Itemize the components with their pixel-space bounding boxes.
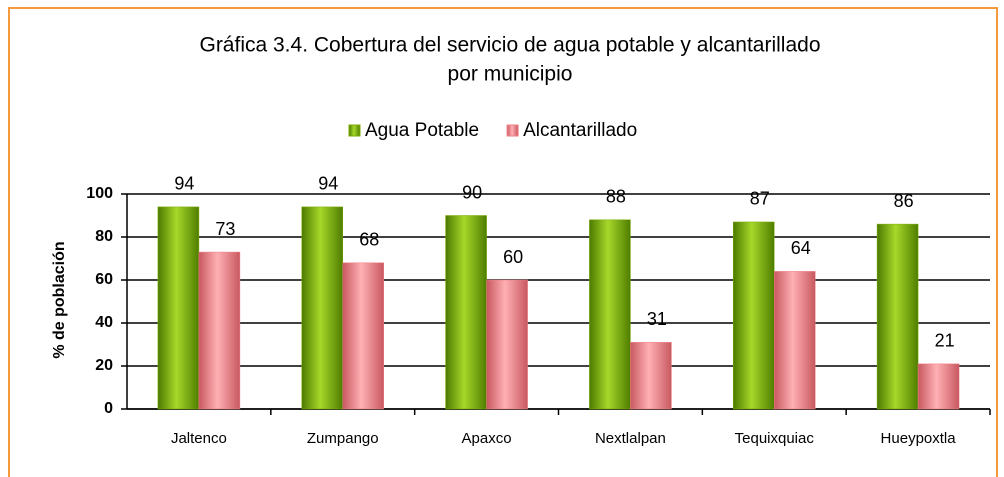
y-tick-label: 60: [95, 271, 113, 288]
x-tick-label: Zumpango: [307, 430, 379, 447]
x-tick-label: Jaltenco: [171, 430, 227, 447]
legend-label: Agua Potable: [365, 120, 479, 141]
bar: [198, 251, 241, 410]
y-axis-label: % de población: [51, 241, 68, 358]
bar: [589, 219, 631, 410]
value-label: 68: [359, 230, 379, 250]
bar: [917, 363, 960, 410]
legend-swatch: [506, 124, 519, 137]
y-tick-label: 100: [86, 185, 113, 202]
bar: [733, 221, 775, 410]
value-label: 73: [215, 219, 235, 239]
value-label: 94: [174, 174, 194, 194]
x-tick-label: Hueypoxtla: [881, 430, 957, 447]
y-tick-label: 0: [104, 400, 113, 417]
chart-title: por municipio: [448, 63, 573, 86]
value-label: 60: [503, 247, 523, 267]
y-tick-label: 40: [95, 314, 113, 331]
bar: [774, 271, 816, 410]
bar: [630, 342, 672, 410]
x-tick-label: Nextlalpan: [595, 430, 666, 447]
bar: [445, 215, 487, 410]
value-label: 21: [935, 331, 955, 351]
x-tick-label: Apaxco: [462, 430, 512, 447]
legend-swatch: [348, 124, 361, 137]
bar: [157, 206, 200, 410]
value-label: 90: [462, 182, 482, 202]
value-label: 87: [750, 189, 770, 209]
y-tick-label: 20: [95, 357, 113, 374]
bar: [301, 206, 343, 410]
bar: [486, 279, 528, 410]
value-label: 86: [894, 191, 914, 211]
legend-label: Alcantarillado: [523, 120, 637, 141]
chart-title: Gráfica 3.4. Cobertura del servicio de a…: [199, 34, 820, 57]
value-label: 64: [791, 238, 811, 258]
bar: [876, 223, 919, 410]
value-label: 31: [647, 309, 667, 329]
bar: [342, 262, 384, 410]
y-tick-label: 80: [95, 228, 113, 245]
x-tick-label: Tequixquiac: [735, 430, 815, 447]
value-label: 94: [318, 174, 338, 194]
value-label: 88: [606, 187, 626, 207]
frame: [8, 7, 998, 477]
